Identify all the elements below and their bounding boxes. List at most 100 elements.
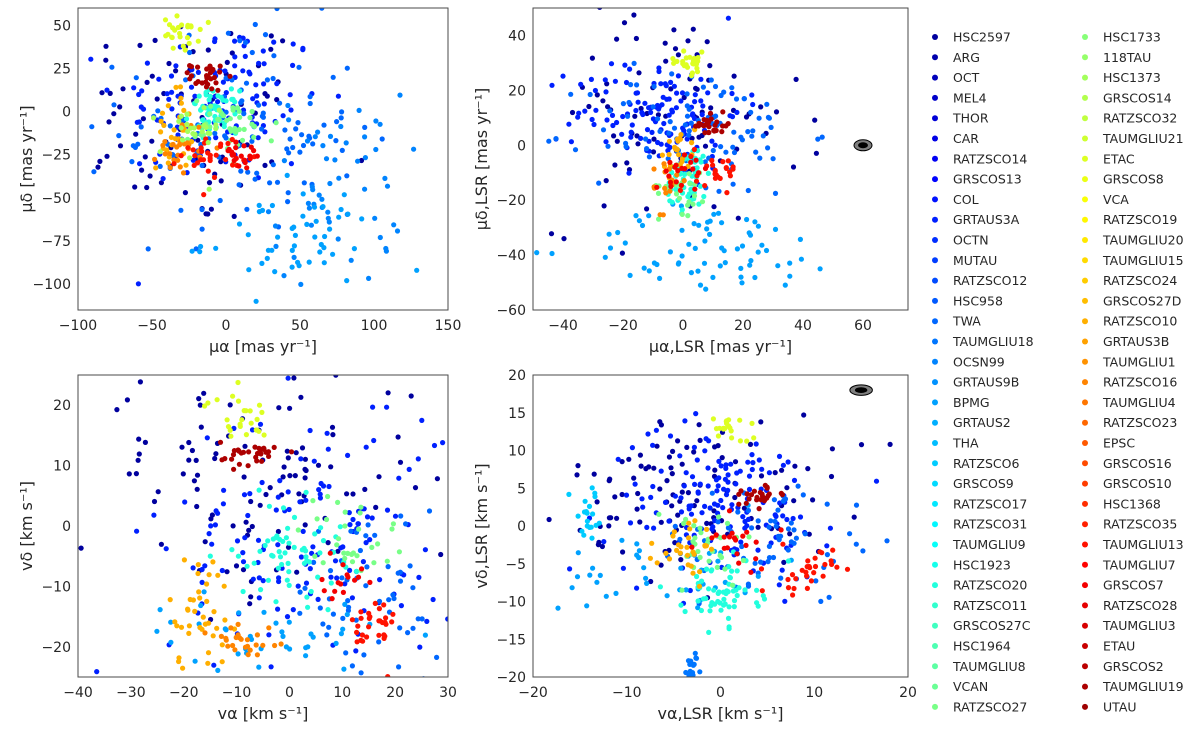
data-point [694,165,700,171]
data-point [602,77,608,83]
data-point [323,516,330,523]
data-point [670,56,676,62]
data-point [137,42,143,49]
data-point [426,508,433,514]
legend-marker [932,216,938,223]
data-point [386,597,392,603]
data-point [370,404,376,410]
data-point [316,192,322,198]
data-point [109,64,115,70]
data-point [684,444,690,450]
data-point [162,17,169,23]
data-point [169,106,175,112]
data-point [260,114,266,120]
data-point [566,491,572,497]
legend-label: VCAN [953,679,988,694]
data-point [315,129,321,135]
data-point [275,565,281,571]
data-point [167,597,173,603]
data-point [354,629,360,636]
data-point [723,149,729,155]
data-point [644,127,651,133]
data-point [574,574,581,580]
legend-label: RATZSCO10 [1103,314,1177,329]
data-point [651,136,657,142]
data-point [659,152,666,158]
data-point [407,563,413,569]
data-point [333,138,339,144]
data-point [692,518,698,524]
data-point [345,452,351,458]
data-point [612,78,619,84]
legend-label: GRSCOS10 [1103,476,1172,491]
data-point [646,213,652,219]
y-tick-label: −20 [41,640,71,656]
data-point [607,245,614,251]
data-point [254,450,261,457]
data-point [643,136,649,142]
data-point [804,585,811,592]
data-point [744,529,750,535]
data-point [657,212,663,218]
data-point [701,123,707,129]
data-point [696,222,702,228]
data-point [605,104,611,110]
data-point [367,579,373,586]
data-point [242,53,248,60]
data-point [704,520,710,527]
data-point [743,542,749,549]
data-point [280,38,286,44]
data-point [779,467,785,473]
data-point [297,149,303,155]
data-point [705,170,712,176]
data-point [218,94,224,100]
data-point [315,574,321,580]
data-point [672,523,678,529]
data-point [658,141,664,147]
data-point [229,50,235,56]
data-point [199,162,205,169]
data-point [356,107,362,113]
data-point [229,136,235,143]
data-point [588,524,594,530]
data-point [716,188,722,194]
data-point [344,65,350,71]
data-point [236,182,242,188]
data-point [674,547,680,554]
data-point [190,131,196,137]
data-point [262,162,268,168]
data-point [634,82,640,88]
data-point [751,435,757,441]
legend-label: GRTAUS3A [953,212,1020,227]
data-point [690,549,696,555]
data-point [728,461,734,467]
data-point [212,455,218,462]
data-point [694,65,700,71]
data-point [771,497,778,503]
data-point [710,416,717,422]
data-point [620,101,627,107]
data-point [623,492,630,498]
data-point [355,623,361,629]
data-point [199,226,205,232]
data-point [720,159,726,165]
data-point [622,62,628,68]
data-point [596,180,602,186]
data-point [231,448,237,454]
data-point [768,518,774,524]
data-point [155,108,161,114]
data-point [736,560,742,566]
data-point [268,138,274,144]
data-point [285,199,291,205]
data-point [657,275,663,281]
data-point [687,587,693,594]
data-point [829,446,836,452]
data-point [216,107,222,113]
data-point [747,262,753,268]
data-point [215,99,221,105]
data-point [707,231,713,237]
data-point [206,531,212,537]
data-point [184,35,191,41]
data-point [353,617,359,623]
